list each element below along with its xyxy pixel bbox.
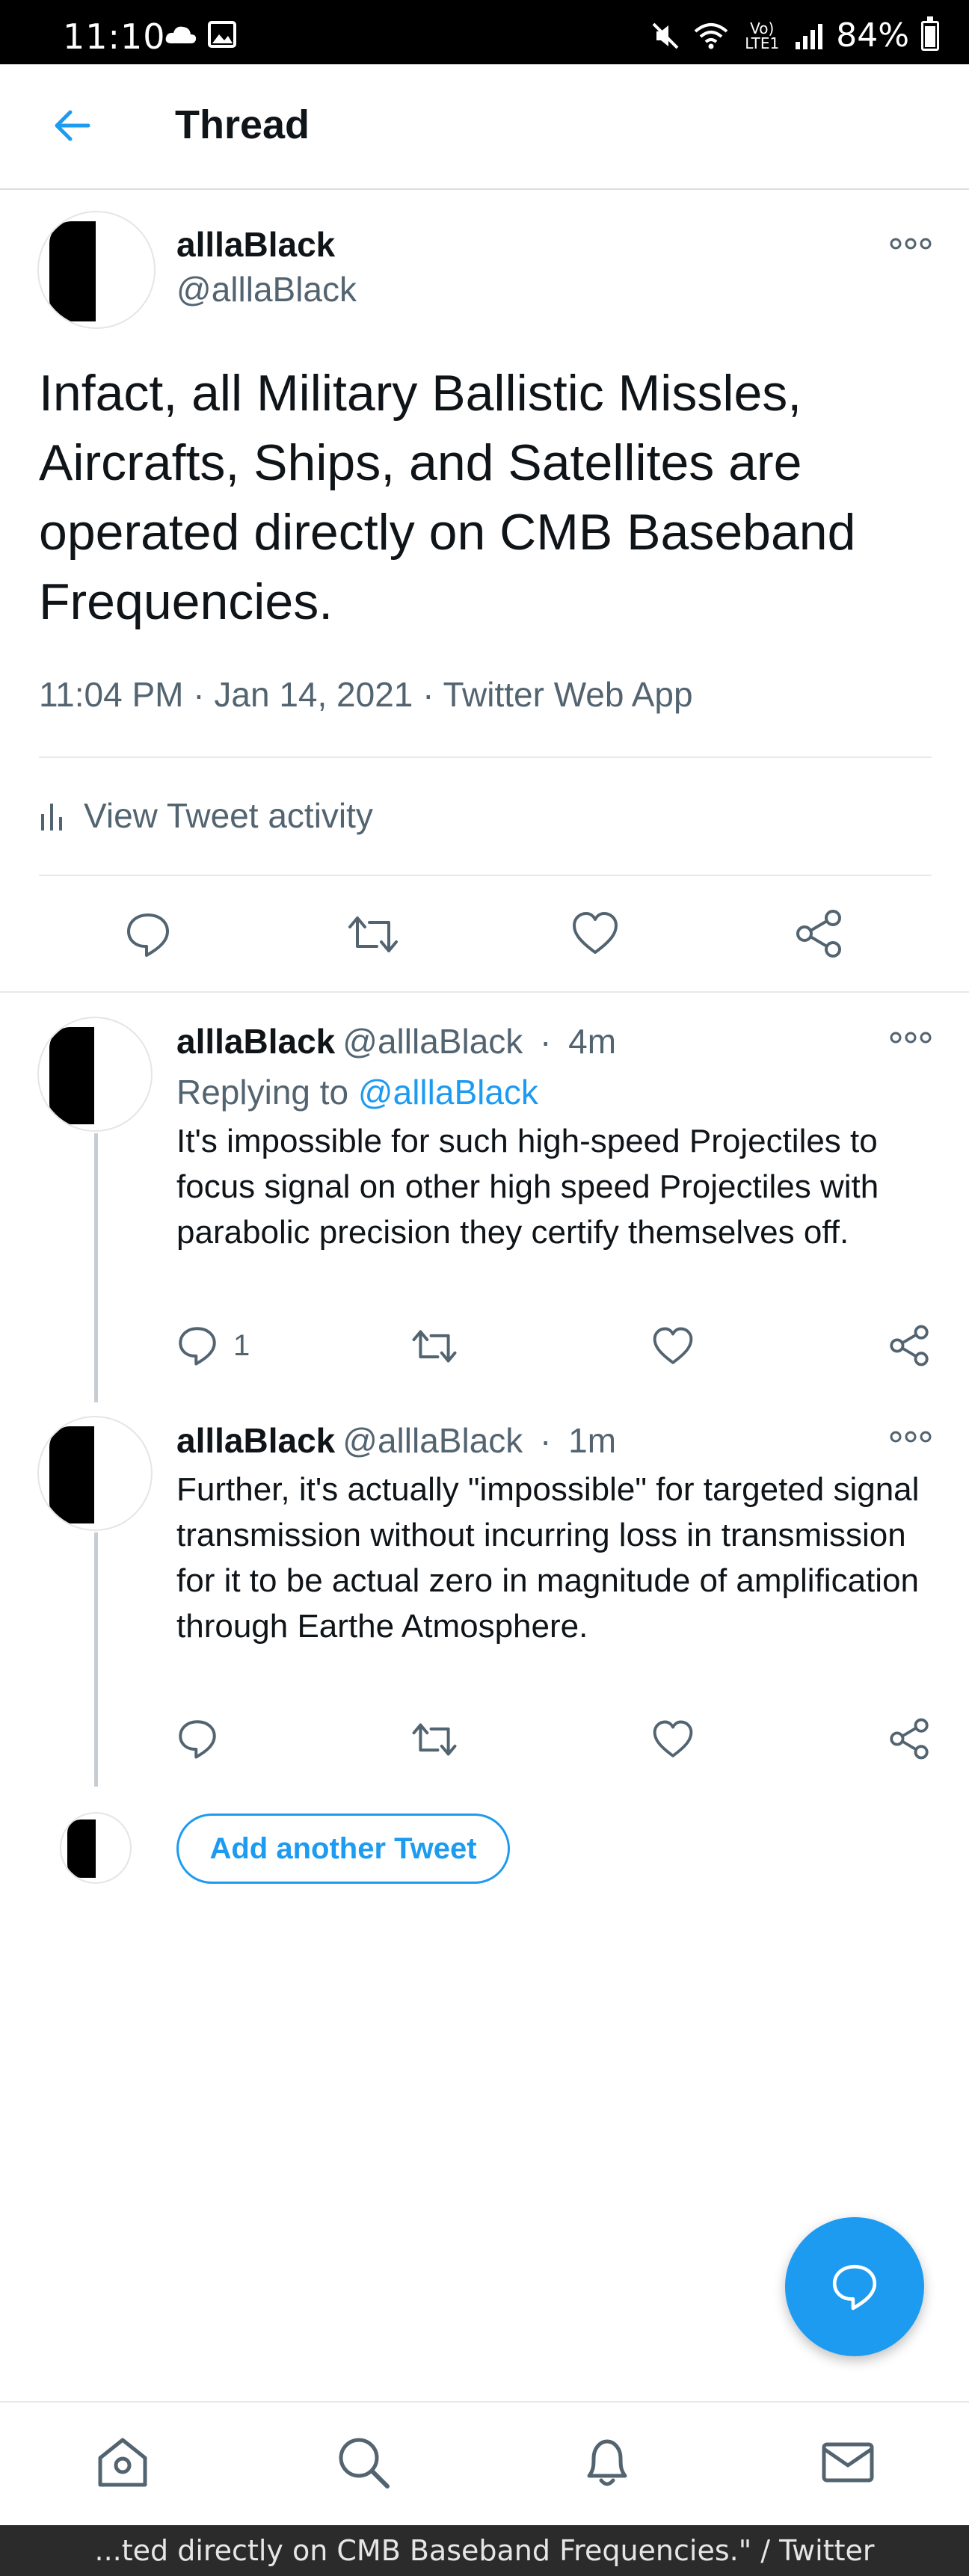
author-handle[interactable]: @alllaBlack xyxy=(342,1421,523,1460)
tweet-age: 1m xyxy=(568,1421,617,1460)
author-name[interactable]: alllaBlack xyxy=(176,225,336,264)
share-icon[interactable] xyxy=(794,909,843,958)
battery-percent: 84% xyxy=(836,16,909,55)
back-arrow-icon[interactable] xyxy=(48,102,96,150)
like-icon[interactable] xyxy=(652,1719,694,1760)
author-name[interactable]: alllaBlack xyxy=(176,1421,336,1460)
retweet-icon[interactable] xyxy=(347,912,399,957)
thread-line xyxy=(94,1133,98,1402)
image-icon xyxy=(208,21,236,48)
messages-icon[interactable] xyxy=(818,2432,878,2492)
tweet-time: 11:04 PM xyxy=(39,675,184,714)
reply-icon xyxy=(179,1327,216,1366)
tweet-date: Jan 14, 2021 xyxy=(214,675,413,714)
reply-button[interactable] xyxy=(176,1718,233,1760)
share-icon[interactable] xyxy=(888,1325,930,1366)
tweet-text: Infact, all Military Ballistic Missles, … xyxy=(39,365,856,630)
divider xyxy=(39,757,932,758)
tweet-source[interactable]: Twitter Web App xyxy=(443,675,693,714)
tweet-age: 4m xyxy=(568,1022,617,1061)
avatar[interactable] xyxy=(37,1416,153,1531)
reply-text: Further, it's actually "impossible" for … xyxy=(176,1471,920,1645)
notifications-icon[interactable] xyxy=(577,2432,637,2492)
replying-to: Replying to @alllaBlack xyxy=(176,1073,538,1112)
signal-icon xyxy=(796,23,823,49)
replying-to-link[interactable]: @alllaBlack xyxy=(357,1073,538,1112)
reply-text: It's impossible for such high-speed Proj… xyxy=(176,1123,879,1251)
analytics-icon xyxy=(41,804,62,831)
thread-line xyxy=(94,1532,98,1787)
reply-count: 1 xyxy=(233,1328,250,1362)
divider xyxy=(0,991,969,993)
status-time: 11:10 xyxy=(63,16,166,57)
page-title: Thread xyxy=(175,102,310,147)
activity-label: View Tweet activity xyxy=(84,796,373,835)
avatar xyxy=(60,1812,132,1884)
reply-header: alllaBlack @alllaBlack · 4m xyxy=(176,1022,617,1061)
more-options-icon[interactable] xyxy=(890,236,932,251)
cloud-icon xyxy=(165,26,197,43)
app-title-bar: ...ted directly on CMB Baseband Frequenc… xyxy=(0,2525,969,2576)
add-another-tweet-button[interactable]: Add another Tweet xyxy=(176,1814,510,1884)
retweet-icon[interactable] xyxy=(411,1326,458,1366)
retweet-icon[interactable] xyxy=(411,1719,458,1760)
more-options-icon[interactable] xyxy=(890,1429,932,1444)
reply-icon[interactable] xyxy=(124,910,172,958)
tweet-meta: 11:04 PM · Jan 14, 2021 · Twitter Web Ap… xyxy=(39,675,693,714)
reply-icon xyxy=(832,2264,877,2311)
bottom-nav xyxy=(0,2401,969,2525)
like-icon[interactable] xyxy=(571,910,619,957)
reply-button[interactable]: 1 xyxy=(176,1325,250,1366)
avatar[interactable] xyxy=(37,211,156,329)
like-icon[interactable] xyxy=(652,1326,694,1366)
wifi-icon xyxy=(694,22,728,49)
search-icon[interactable] xyxy=(333,2432,393,2492)
reply-icon xyxy=(179,1720,216,1759)
battery-icon xyxy=(921,16,939,51)
share-icon[interactable] xyxy=(888,1718,930,1760)
reply-fab-button[interactable] xyxy=(785,2217,924,2356)
author-handle[interactable]: @alllaBlack xyxy=(342,1022,523,1061)
reply-header: alllaBlack @alllaBlack · 1m xyxy=(176,1421,617,1460)
more-options-icon[interactable] xyxy=(890,1030,932,1045)
divider xyxy=(39,875,932,876)
status-bar: 11:10 Vo) LTE1 84% xyxy=(0,0,969,64)
author-name[interactable]: alllaBlack xyxy=(176,1022,336,1061)
network-label: Vo) LTE1 xyxy=(745,19,780,52)
mute-icon xyxy=(652,22,679,49)
thread-header: Thread xyxy=(0,64,969,190)
avatar[interactable] xyxy=(37,1017,153,1132)
view-activity-link[interactable]: View Tweet activity xyxy=(39,795,373,836)
home-icon[interactable] xyxy=(93,2432,153,2492)
author-handle[interactable]: @alllaBlack xyxy=(176,270,357,309)
